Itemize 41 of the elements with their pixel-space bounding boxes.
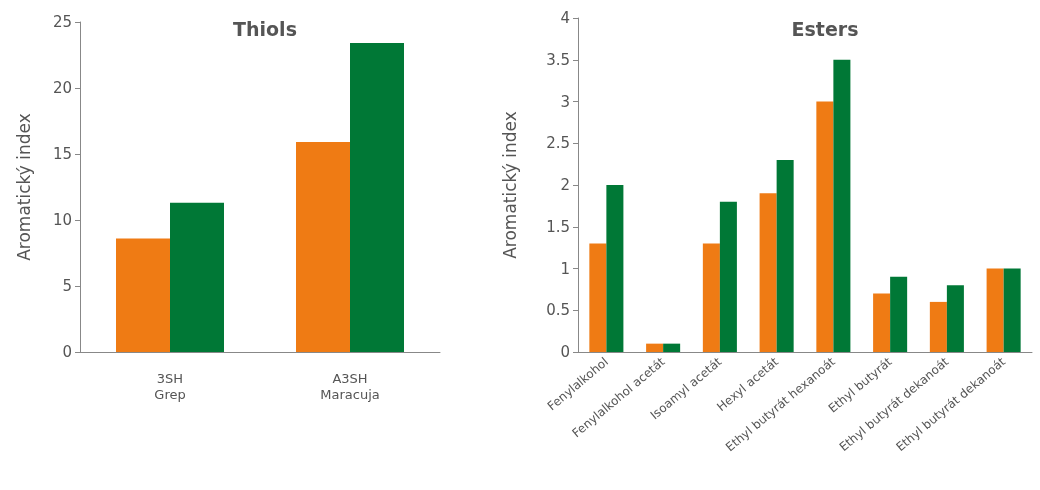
- bar: [296, 142, 350, 352]
- y-axis-title: Aromatický index: [13, 113, 34, 261]
- y-tick-label: 2.5: [546, 134, 570, 153]
- y-axis-title: Aromatický index: [499, 111, 520, 259]
- y-tick-label: 0: [560, 343, 570, 361]
- x-tick-label: 3SH Grep: [154, 370, 186, 402]
- chart-title: Esters: [791, 17, 859, 40]
- y-tick-label: 20: [52, 79, 72, 97]
- bar: [719, 201, 737, 352]
- y-tick-label: 4: [560, 9, 570, 27]
- y-tick-label: 0.5: [546, 301, 570, 320]
- y-tick-label: 5: [62, 277, 72, 295]
- y-tick-label: 3: [560, 92, 570, 111]
- bar: [929, 301, 947, 352]
- bar: [759, 193, 777, 352]
- bar: [873, 293, 891, 352]
- bar: [663, 343, 681, 352]
- bar: [816, 101, 834, 352]
- bar: [986, 268, 1004, 352]
- bar: [776, 159, 794, 352]
- y-tick-label: 1: [560, 259, 570, 278]
- bar: [890, 276, 908, 352]
- y-tick-label: 0: [62, 343, 72, 361]
- x-tick-label: A3SH Maracuja: [320, 370, 380, 402]
- bar: [833, 59, 851, 352]
- y-tick-label: 2: [560, 176, 570, 194]
- y-tick-label: 1.5: [546, 217, 570, 236]
- bar: [946, 285, 964, 352]
- bar: [170, 202, 224, 352]
- y-tick-label: 15: [52, 145, 72, 163]
- bar: [702, 243, 720, 352]
- chart-title: Thiols: [233, 17, 297, 40]
- bar: [606, 185, 624, 352]
- bar: [116, 238, 170, 352]
- bar: [350, 43, 404, 352]
- y-tick-label: 25: [52, 13, 72, 31]
- bar: [646, 343, 664, 352]
- y-tick-label: 3.5: [546, 50, 570, 69]
- bar: [1003, 268, 1021, 352]
- bar: [589, 243, 607, 352]
- y-tick-label: 10: [52, 211, 72, 229]
